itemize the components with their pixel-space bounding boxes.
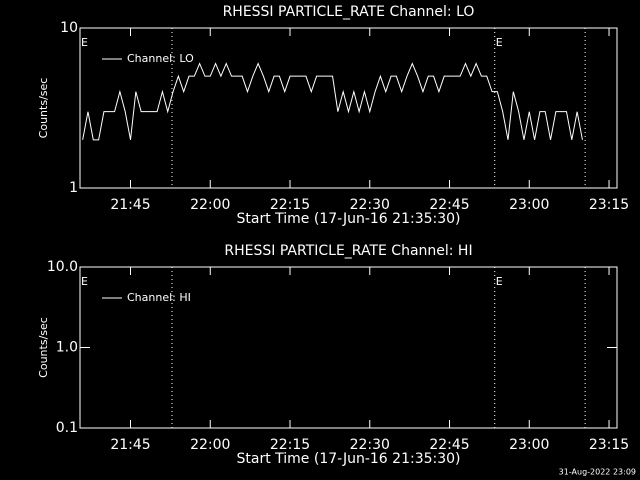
x-tick-label: 22:15: [270, 197, 310, 213]
x-axis-label: Start Time (17-Jun-16 21:35:30): [237, 451, 461, 467]
chart-title: RHESSI PARTICLE_RATE Channel: LO: [223, 4, 475, 20]
y-tick-label: 1.0: [56, 340, 78, 356]
x-tick-label: 22:30: [350, 437, 390, 453]
x-tick-label: 23:00: [509, 197, 549, 213]
x-tick-label: 22:15: [270, 437, 310, 453]
plot-frame: [79, 27, 618, 189]
x-tick-label: 23:00: [509, 437, 549, 453]
y-axis-label: Counts/sec: [37, 317, 50, 378]
x-tick-label: 22:00: [190, 197, 230, 213]
event-marker: E: [81, 36, 88, 49]
y-tick-label: 10.0: [47, 259, 78, 275]
x-tick-label: 23:15: [589, 197, 629, 213]
event-marker: E: [81, 275, 88, 288]
data-line: [82, 62, 583, 141]
event-marker: E: [496, 36, 503, 49]
y-axis-label: Counts/sec: [37, 78, 50, 139]
x-tick-label: 22:30: [350, 197, 390, 213]
y-tick-label: 10: [60, 20, 78, 36]
chart-title: RHESSI PARTICLE_RATE Channel: HI: [224, 243, 472, 259]
x-tick-label: 21:45: [110, 197, 150, 213]
x-axis-label: Start Time (17-Jun-16 21:35:30): [237, 211, 461, 227]
legend-label: Channel: LO: [127, 52, 194, 65]
x-tick-label: 21:45: [110, 437, 150, 453]
footer-date: 31-Aug-2022 23:09: [559, 468, 636, 477]
event-marker: E: [496, 275, 503, 288]
x-tick-label: 22:00: [190, 437, 230, 453]
x-tick-label: 22:45: [429, 437, 469, 453]
x-tick-label: 22:45: [429, 197, 469, 213]
legend-label: Channel: HI: [127, 291, 191, 304]
y-tick-label: 1: [69, 180, 78, 196]
x-tick-label: 23:15: [589, 437, 629, 453]
y-tick-label: 0.1: [56, 420, 78, 436]
